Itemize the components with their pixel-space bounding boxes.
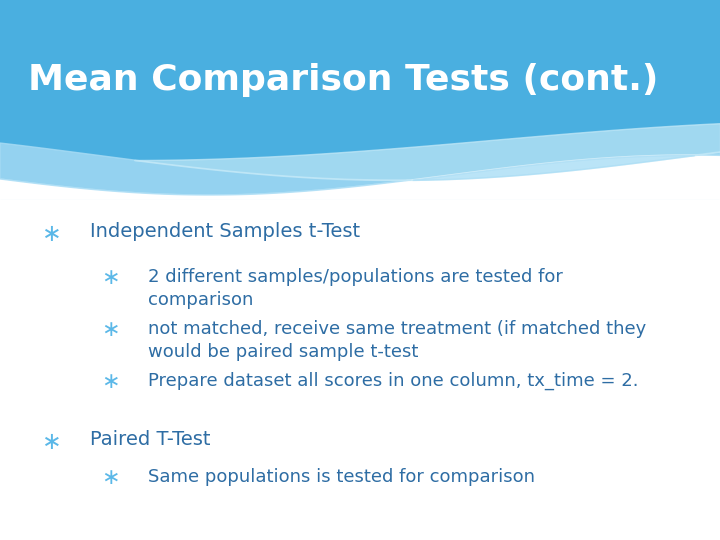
Text: ∗: ∗ [101,468,120,488]
Text: ∗: ∗ [101,372,120,392]
Text: Independent Samples t-Test: Independent Samples t-Test [90,222,360,241]
Text: 2 different samples/populations are tested for
comparison: 2 different samples/populations are test… [148,268,563,309]
Text: Same populations is tested for comparison: Same populations is tested for compariso… [148,468,535,486]
Bar [0,0,720,200]
Text: Paired T-Test: Paired T-Test [90,430,210,449]
Text: ∗: ∗ [101,320,120,340]
Text: Prepare dataset all scores in one column, tx_time = 2.: Prepare dataset all scores in one column… [148,372,639,390]
Text: ∗: ∗ [42,222,62,246]
Text: not matched, receive same treatment (if matched they
would be paired sample t-te: not matched, receive same treatment (if … [148,320,647,361]
Text: ∗: ∗ [101,268,120,288]
Text: Mean Comparison Tests (cont.): Mean Comparison Tests (cont.) [28,63,658,97]
Text: ∗: ∗ [42,430,62,454]
